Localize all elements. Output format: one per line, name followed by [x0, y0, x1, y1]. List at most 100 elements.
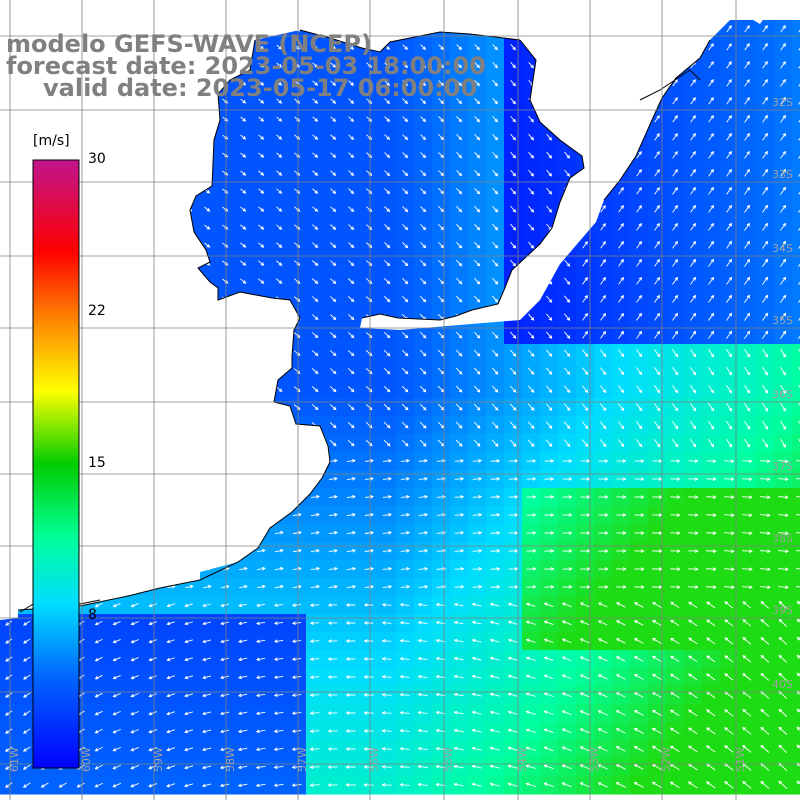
wind-arrow [382, 512, 393, 517]
wind-arrow [454, 585, 465, 589]
wind-arrow [401, 367, 409, 375]
wind-arrow [256, 548, 266, 553]
wind-arrow [636, 240, 642, 249]
wind-arrow [399, 728, 410, 733]
wind-arrow [778, 726, 788, 735]
wind-arrow [762, 348, 768, 358]
wind-arrow [417, 746, 428, 751]
wind-arrow [130, 783, 140, 788]
wind-arrow [507, 692, 518, 697]
wind-arrow [742, 745, 752, 753]
wind-arrow [742, 531, 753, 535]
wind-arrow [345, 603, 356, 607]
longitude-label: 53W [588, 747, 601, 772]
wind-arrow [363, 747, 374, 751]
wind-arrow [724, 655, 734, 663]
wind-speed-cell [792, 614, 800, 633]
wind-arrow [276, 44, 283, 50]
wind-arrow [366, 134, 373, 141]
wind-arrow [489, 728, 500, 733]
wind-arrow [579, 746, 590, 752]
wind-arrow [507, 638, 518, 643]
wind-arrow [328, 584, 339, 589]
wind-arrow [796, 460, 800, 462]
wind-arrow [345, 693, 356, 697]
wind-arrow [762, 276, 769, 285]
wind-arrow [688, 531, 699, 535]
wind-arrow [742, 585, 753, 590]
wind-arrow [509, 385, 517, 393]
wind-arrow [690, 97, 696, 105]
wind-arrow [708, 150, 714, 159]
wind-arrow [348, 98, 355, 104]
wind-arrow [744, 96, 750, 105]
wind-arrow [762, 43, 768, 51]
wind-arrow [616, 531, 627, 535]
wind-arrow [561, 674, 572, 680]
wind-arrow [4, 764, 13, 770]
wind-speed-cell [792, 596, 800, 615]
wind-arrow [760, 531, 771, 536]
wind-arrow [798, 29, 800, 33]
wind-arrow [330, 224, 337, 230]
wind-speed-cell [792, 704, 800, 723]
wind-arrow [346, 494, 356, 499]
wind-arrow [5, 620, 13, 626]
wind-arrow [364, 476, 374, 481]
wind-arrow [634, 531, 645, 535]
wind-arrow [796, 780, 800, 785]
wind-arrow [525, 620, 536, 625]
wind-arrow [546, 151, 553, 159]
wind-speed-cell [792, 632, 800, 651]
wind-arrow [636, 258, 642, 267]
wind-arrow [294, 62, 301, 68]
wind-arrow [798, 173, 800, 177]
wind-arrow [708, 168, 714, 177]
wind-arrow [510, 80, 516, 87]
wind-arrow [778, 780, 788, 790]
wind-arrow [418, 566, 429, 571]
wind-arrow [384, 152, 391, 159]
wind-arrow [327, 675, 338, 679]
wind-arrow [327, 621, 338, 625]
wind-arrow [563, 349, 571, 357]
wind-arrow [453, 746, 464, 751]
wind-arrow [166, 711, 176, 716]
wind-arrow [276, 188, 283, 194]
wind-arrow [400, 512, 411, 517]
wind-arrow [112, 639, 121, 644]
longitude-label: 56W [368, 747, 381, 772]
wind-arrow [328, 494, 338, 499]
wind-arrow [292, 584, 303, 589]
wind-arrow [543, 746, 554, 752]
wind-arrow [471, 602, 482, 607]
wind-arrow [364, 494, 374, 499]
wind-arrow [166, 657, 175, 662]
wind-arrow [617, 385, 625, 394]
wind-arrow [419, 403, 427, 411]
wind-arrow [222, 188, 229, 194]
wind-arrow [402, 206, 409, 213]
wind-arrow [544, 513, 555, 517]
wind-arrow [618, 276, 624, 285]
wind-arrow [654, 151, 660, 159]
wind-arrow [330, 188, 337, 194]
wind-arrow [491, 403, 499, 411]
wind-arrow [688, 673, 698, 681]
wind-arrow [202, 693, 212, 698]
wind-arrow [561, 656, 572, 662]
wind-arrow [456, 62, 463, 69]
wind-arrow [438, 170, 445, 177]
wind-arrow [219, 711, 230, 716]
wind-arrow [744, 276, 751, 285]
wind-arrow [330, 116, 337, 122]
wind-arrow [274, 584, 284, 589]
colorbar-tick-15: 15 [88, 455, 106, 471]
wind-arrow [561, 602, 572, 608]
wind-arrow [796, 514, 800, 516]
wind-arrow [112, 746, 121, 752]
wind-arrow [635, 421, 643, 430]
wind-arrow [653, 439, 661, 448]
wind-arrow [309, 711, 320, 715]
wind-arrow [473, 367, 481, 375]
